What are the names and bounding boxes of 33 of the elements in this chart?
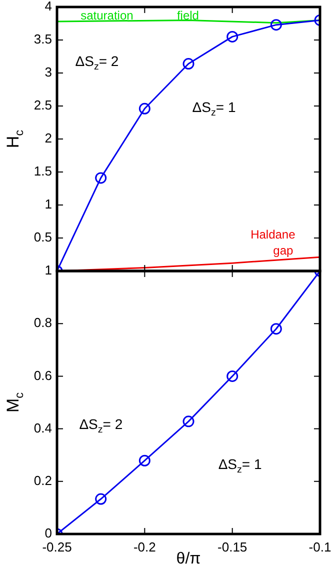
annotation: gap [273, 244, 294, 258]
point [226, 370, 238, 382]
x-tick-label: -0.25 [42, 539, 72, 554]
x-axis-title: θ/π [176, 550, 201, 568]
x-tick-label: -0.1 [308, 539, 332, 554]
y-axis-title: Mc [4, 392, 26, 413]
y-tick-label: 0.4 [34, 420, 52, 436]
y-tick-label: 0.5 [34, 230, 52, 245]
y-tick-label: 2 [44, 130, 52, 146]
y-tick-label: 1 [44, 262, 52, 278]
y-tick-label: 3.5 [34, 32, 52, 47]
y-tick-label: 0.2 [34, 472, 52, 488]
x-tick-label: -0.15 [218, 539, 248, 554]
annotation: Haldane [250, 228, 296, 242]
y-tick-label: 0 [44, 526, 52, 541]
y-tick-label: 0.8 [34, 315, 52, 330]
point [138, 454, 150, 466]
point [226, 30, 238, 42]
x-tick-label: -0.2 [133, 539, 156, 554]
y-tick-label: 2.5 [34, 98, 52, 113]
point [182, 416, 194, 428]
point [95, 172, 107, 184]
y-tick-label: 3 [44, 64, 52, 80]
y-tick-label: 1.5 [34, 164, 52, 179]
y-tick-label: 4 [44, 0, 52, 14]
point [138, 102, 150, 114]
point [270, 19, 282, 31]
point [182, 58, 194, 70]
y-axis-title: Hc [4, 130, 26, 148]
annotation: field [176, 8, 199, 22]
annotation: saturation [80, 8, 134, 22]
y-tick-label: 0.6 [34, 368, 52, 383]
y-tick-label: 1 [44, 196, 52, 212]
